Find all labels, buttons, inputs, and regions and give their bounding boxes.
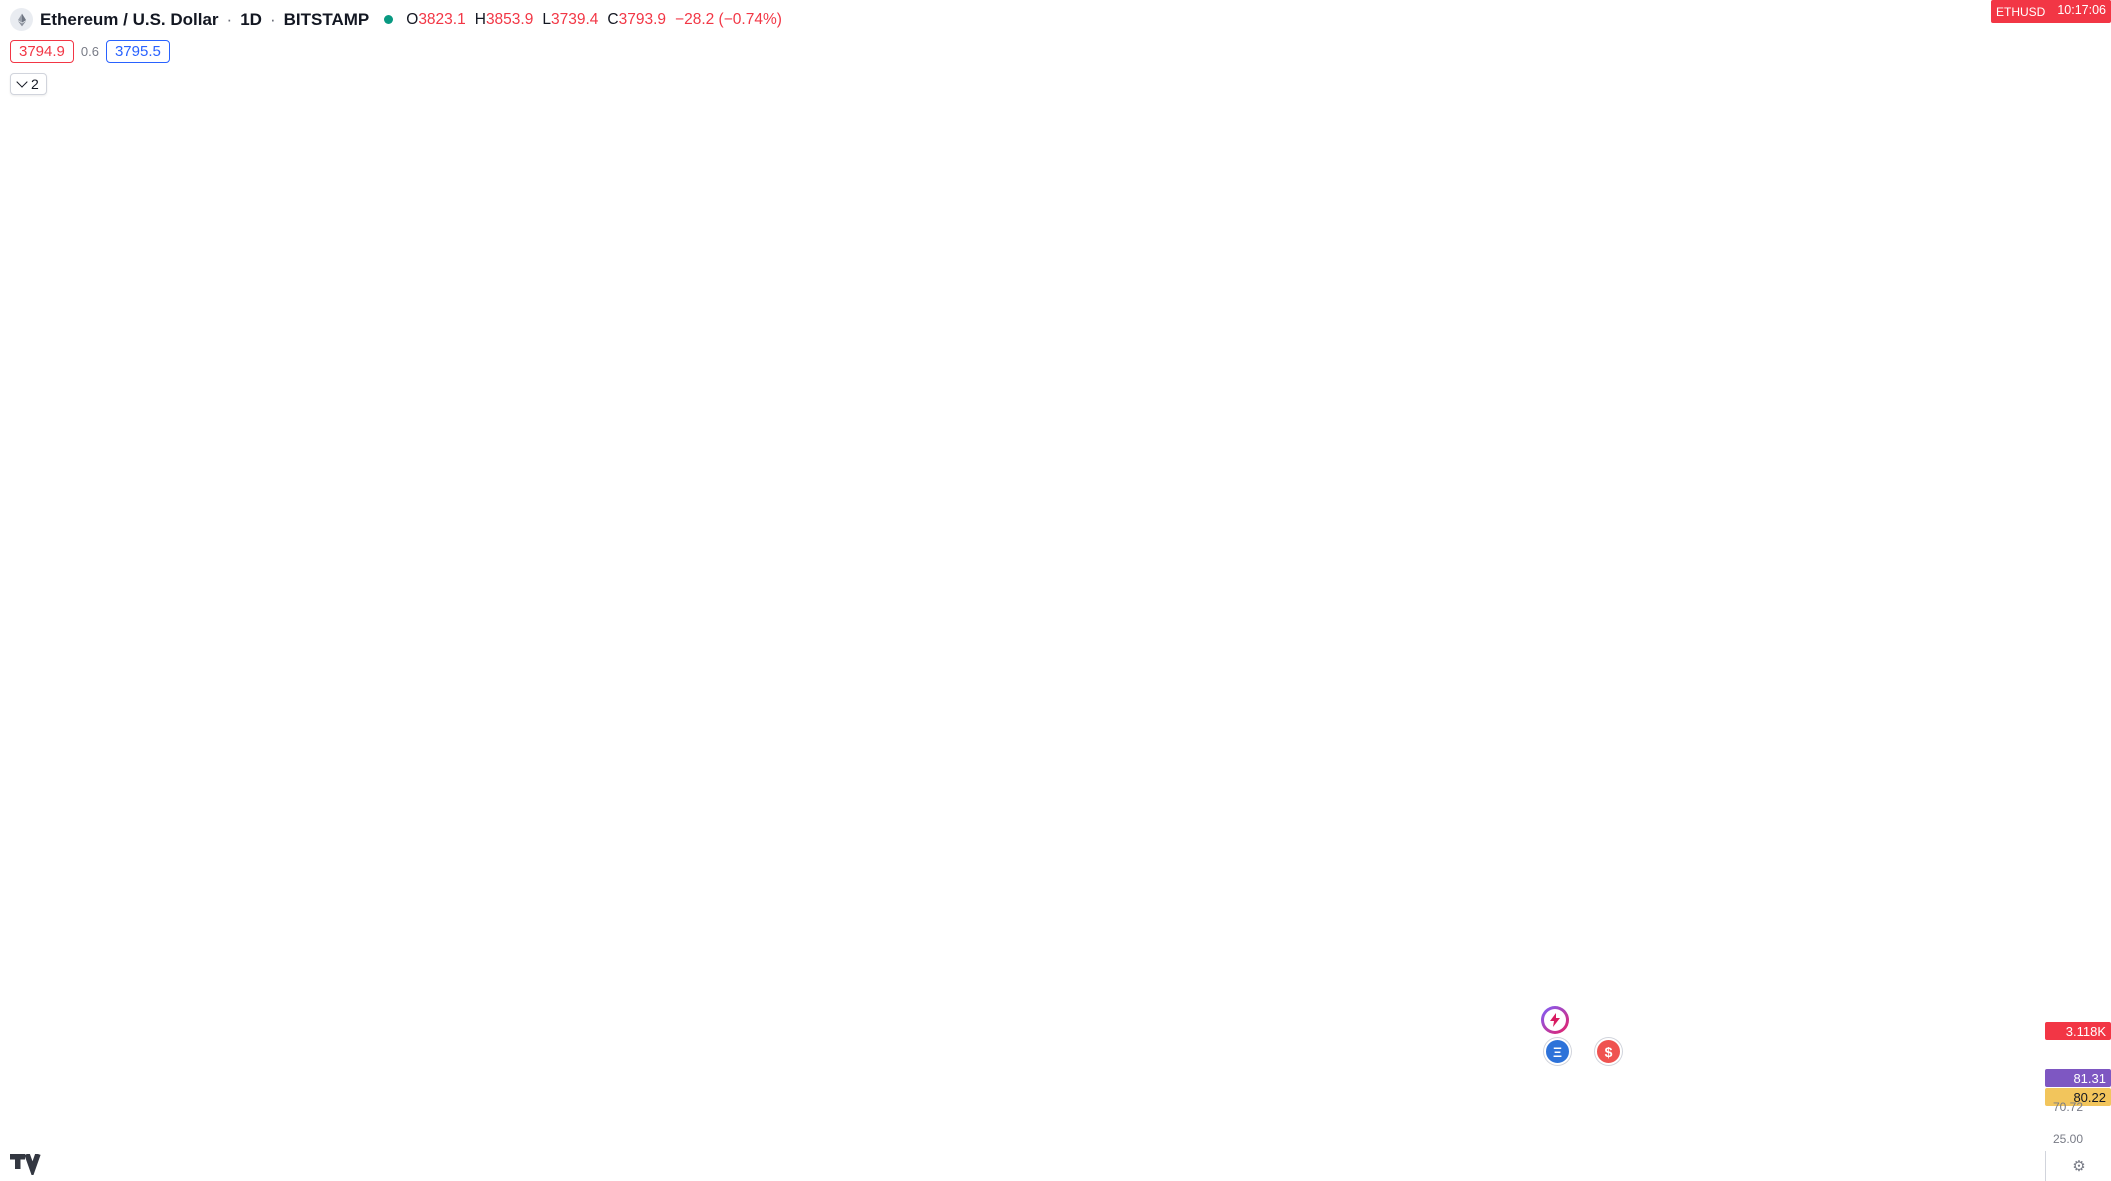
low-label: L: [542, 10, 551, 28]
title-separator: ·: [269, 9, 276, 29]
buy-price-button[interactable]: 3795.5: [105, 40, 170, 63]
interval-label[interactable]: 1D: [240, 9, 262, 29]
market-status-dot: [384, 15, 394, 24]
close-value: 3793.9: [618, 10, 667, 28]
open-label: O: [406, 10, 419, 28]
lightning-icon: [1544, 1009, 1566, 1031]
price-axis[interactable]: [2045, 0, 2111, 1151]
sell-price-button[interactable]: 3794.9: [10, 40, 74, 63]
usd-glyph: $: [1604, 1043, 1613, 1060]
change-value: −28.2 (−0.74%): [675, 10, 782, 28]
axis-settings-corner[interactable]: ⚙: [2045, 1151, 2111, 1181]
ohlc-readout: O3823.1 H3853.9 L3739.4 C3793.9 −28.2 (−…: [406, 11, 782, 29]
gear-icon: ⚙: [2072, 1158, 2086, 1175]
high-label: H: [474, 10, 486, 28]
symbol-title[interactable]: Ethereum / U.S. Dollar: [40, 9, 219, 29]
tradingview-logo[interactable]: [10, 1153, 46, 1180]
time-axis[interactable]: [0, 1151, 2045, 1181]
low-value: 3739.4: [550, 10, 599, 28]
chevron-down-icon: [16, 76, 28, 88]
indicators-count: 2: [31, 76, 39, 92]
exchange-label[interactable]: BITSTAMP: [283, 9, 370, 29]
usd-pair-icon[interactable]: $: [1595, 1038, 1622, 1065]
close-label: C: [607, 10, 619, 28]
ethereum-logo-icon: [10, 8, 33, 31]
spark-icon[interactable]: [1541, 1006, 1569, 1034]
eth-glyph: Ξ: [1552, 1043, 1562, 1060]
eth-pair-icon[interactable]: Ξ: [1544, 1038, 1571, 1065]
open-value: 3823.1: [418, 10, 466, 28]
spread-value: 0.6: [80, 44, 99, 59]
symbol-legend: Ethereum / U.S. Dollar · 1D · BITSTAMP O…: [10, 8, 782, 95]
collapsed-indicators-chip[interactable]: 2: [10, 73, 47, 95]
title-separator: ·: [226, 9, 233, 29]
high-value: 3853.9: [485, 10, 534, 28]
